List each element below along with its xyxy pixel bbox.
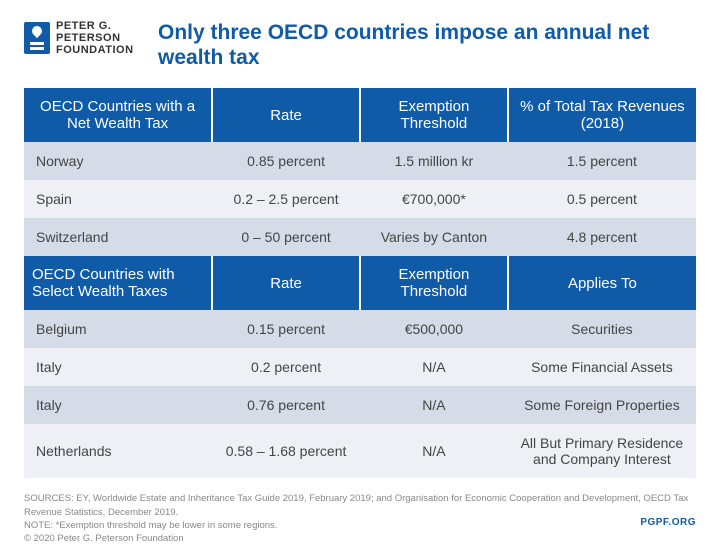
- table-row: Spain 0.2 – 2.5 percent €700,000* 0.5 pe…: [24, 180, 696, 218]
- logo: PETER G. PETERSON FOUNDATION: [24, 20, 144, 56]
- th-rate: Rate: [212, 88, 360, 142]
- table-row: Italy 0.76 percent N/A Some Foreign Prop…: [24, 386, 696, 424]
- th-countries: OECD Countries with a Net Wealth Tax: [24, 88, 212, 142]
- table-header-2: OECD Countries with Select Wealth Taxes …: [24, 256, 696, 310]
- table-row: Norway 0.85 percent 1.5 million kr 1.5 p…: [24, 142, 696, 180]
- header: PETER G. PETERSON FOUNDATION Only three …: [24, 20, 696, 70]
- th-exemption: Exemption Threshold: [360, 88, 508, 142]
- sources-text: SOURCES: EY, Worldwide Estate and Inheri…: [24, 492, 696, 519]
- table-row: Switzerland 0 – 50 percent Varies by Can…: [24, 218, 696, 256]
- th-revenues: % of Total Tax Revenues (2018): [508, 88, 696, 142]
- torch-icon: [24, 22, 50, 54]
- table-row: Italy 0.2 percent N/A Some Financial Ass…: [24, 348, 696, 386]
- page-title: Only three OECD countries impose an annu…: [158, 20, 696, 70]
- table-row: Belgium 0.15 percent €500,000 Securities: [24, 310, 696, 348]
- table-header-1: OECD Countries with a Net Wealth Tax Rat…: [24, 88, 696, 142]
- wealth-tax-table: OECD Countries with a Net Wealth Tax Rat…: [24, 88, 696, 478]
- note-text: NOTE: *Exemption threshold may be lower …: [24, 519, 696, 532]
- table-row: Netherlands 0.58 – 1.68 percent N/A All …: [24, 424, 696, 478]
- logo-text: PETER G. PETERSON FOUNDATION: [56, 20, 134, 56]
- footer: SOURCES: EY, Worldwide Estate and Inheri…: [24, 492, 696, 545]
- org-url: PGPF.ORG: [640, 517, 696, 528]
- copyright-text: © 2020 Peter G. Peterson Foundation: [24, 532, 696, 545]
